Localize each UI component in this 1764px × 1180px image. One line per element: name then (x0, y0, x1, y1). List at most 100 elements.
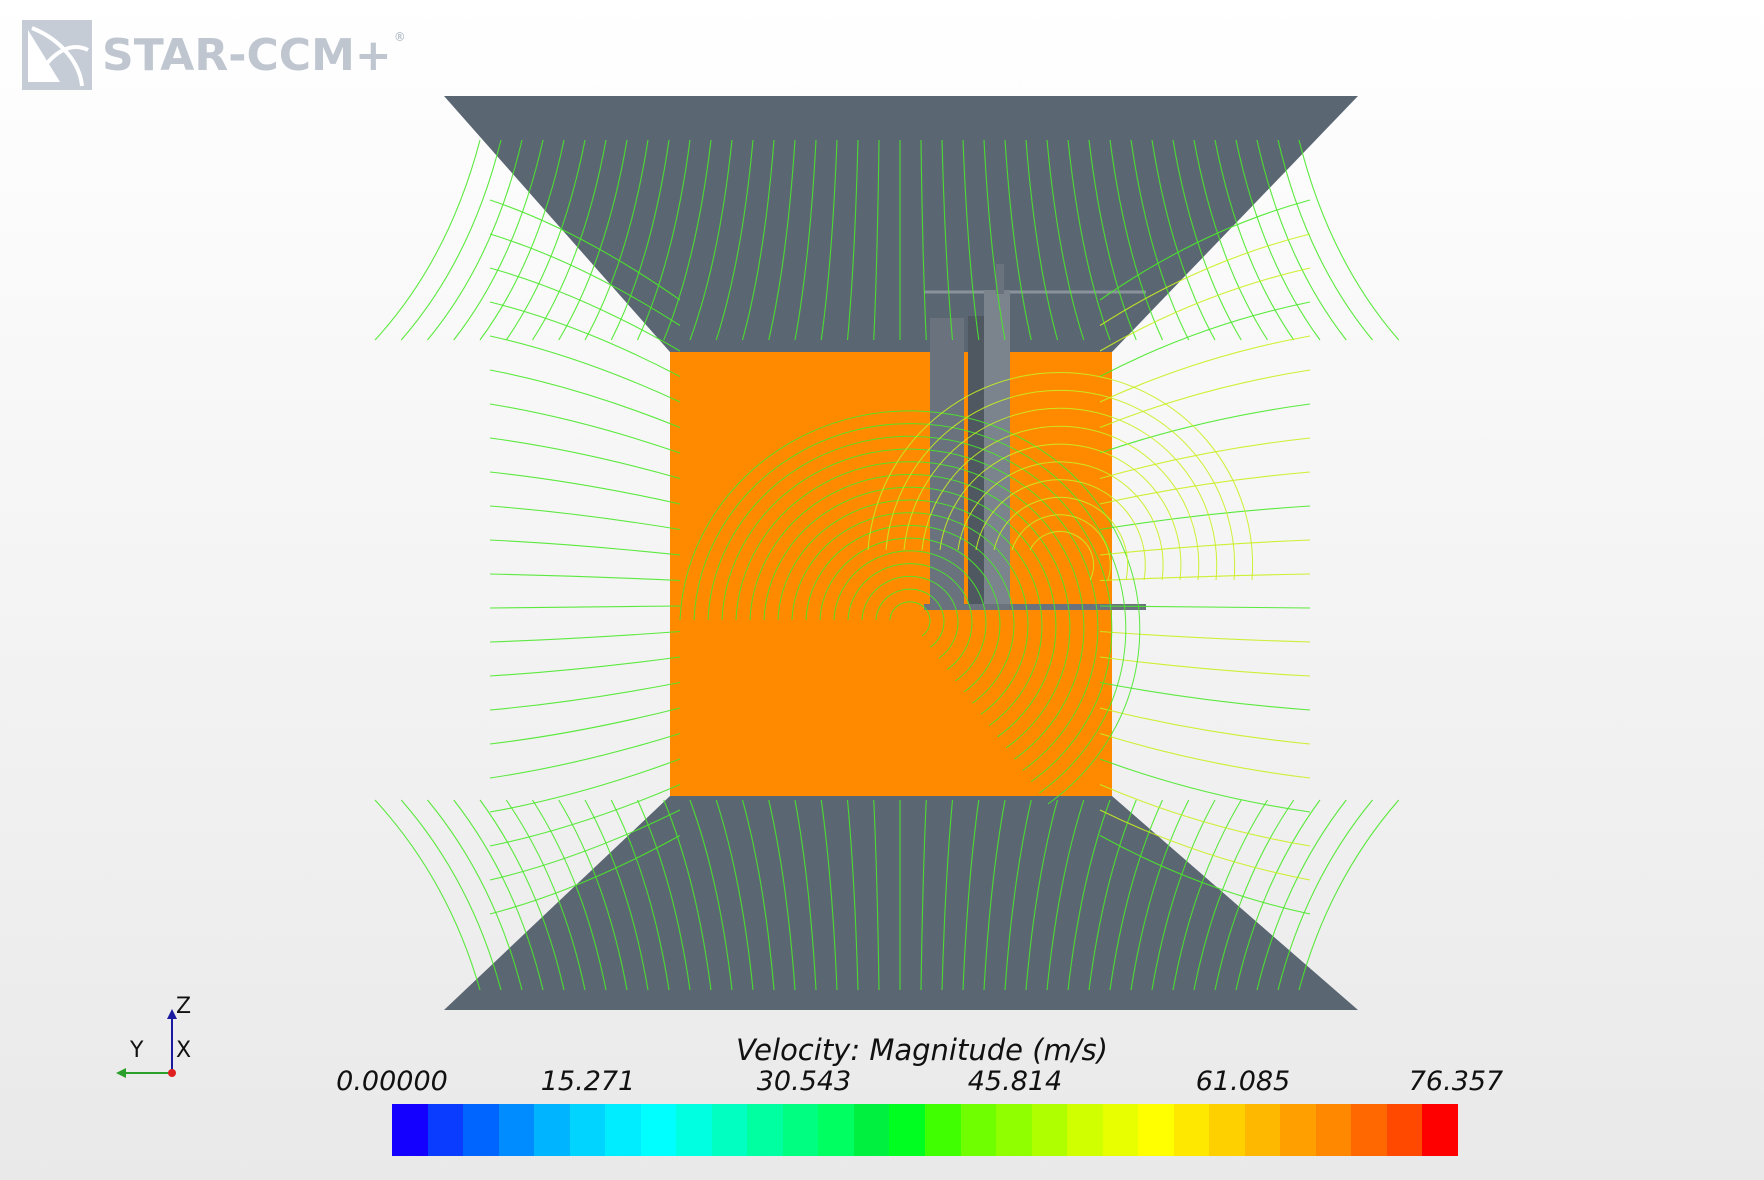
streamline (889, 601, 931, 637)
streamline (1025, 799, 1059, 991)
streamline (1099, 369, 1311, 429)
streamline (689, 139, 733, 341)
streamline (833, 550, 987, 682)
colorbar-swatch (1067, 1104, 1103, 1156)
colorbar-swatch (747, 1104, 783, 1156)
streamline (715, 139, 754, 341)
streamline (489, 783, 681, 847)
colorbar-swatch (782, 1104, 819, 1156)
streamline (1099, 335, 1311, 403)
streamline (489, 605, 681, 609)
streamline (1235, 139, 1321, 341)
streamline (1109, 799, 1163, 991)
colorbar-swatch (463, 1104, 499, 1156)
streamline (962, 139, 980, 341)
streamline (941, 799, 954, 991)
colorbar-swatch (1315, 1104, 1352, 1156)
colorbar-swatch (853, 1104, 890, 1156)
streamline (1099, 301, 1311, 377)
colorbar-tick: 61.085 (1195, 1066, 1291, 1097)
streamline (489, 335, 681, 403)
streamline (768, 139, 796, 341)
colorbar-swatch (818, 1104, 854, 1156)
colorbar-swatch (427, 1104, 464, 1156)
streamline (846, 799, 859, 991)
streamline (1099, 656, 1311, 677)
streamline (975, 479, 1146, 581)
axis-z-label: Z (176, 995, 191, 1019)
streamline (1193, 139, 1268, 341)
streamline (1099, 437, 1311, 480)
streamline (1277, 139, 1373, 341)
colorbar-swatch (924, 1104, 961, 1156)
pillar-base (924, 604, 1146, 610)
streamline (1277, 799, 1373, 991)
streamline (847, 563, 973, 671)
streamline (637, 139, 691, 341)
pillar-group (924, 264, 1146, 610)
streamline (679, 410, 1141, 805)
streamline (479, 799, 565, 991)
streamline (1151, 139, 1216, 341)
streamline (1099, 758, 1311, 813)
axis-y-label: Y (129, 1038, 144, 1063)
colorbar-swatch (605, 1104, 641, 1156)
streamline (489, 437, 681, 480)
streamline (1193, 799, 1268, 991)
streamline (1130, 139, 1190, 341)
streamline (532, 139, 607, 341)
streamline (489, 403, 681, 454)
streamline (427, 799, 523, 991)
streamline (920, 139, 927, 341)
streamline (1099, 403, 1311, 454)
streamline (479, 139, 565, 341)
streamline (663, 799, 712, 991)
colorbar-tick: 30.543 (756, 1066, 852, 1097)
axis-x-label: X (176, 1038, 191, 1063)
streamline (489, 199, 681, 301)
streamline (1099, 199, 1311, 301)
streamline (993, 496, 1129, 581)
colorbar-swatch (996, 1104, 1032, 1156)
streamline (693, 423, 1127, 794)
streamline (489, 809, 681, 881)
streamline (1088, 139, 1137, 341)
streamline (584, 799, 649, 991)
streamline (637, 799, 691, 991)
colorbar-swatch (1386, 1104, 1423, 1156)
streamline (453, 799, 544, 991)
streamline (489, 681, 681, 711)
streamline (1214, 139, 1295, 341)
logo-mark-icon (22, 20, 92, 90)
streamline (1099, 809, 1311, 881)
streamline (1099, 471, 1311, 505)
streamline (1172, 799, 1242, 991)
colorbar-title: Velocity: Magnitude (m/s) (736, 1033, 1108, 1067)
streamline (885, 389, 1236, 581)
streamline (749, 474, 1071, 749)
streamline (489, 471, 681, 505)
streamline (1298, 139, 1400, 341)
streamline (558, 139, 628, 341)
streamline (532, 799, 607, 991)
streamline (400, 139, 502, 341)
streamline (962, 799, 980, 991)
axes-triad: Z Y X (116, 995, 191, 1078)
streamline (1025, 139, 1059, 341)
streamline (820, 139, 838, 341)
streamline (1046, 799, 1085, 991)
streamline (1256, 799, 1347, 991)
streamline (489, 301, 681, 377)
streamline (1099, 233, 1311, 326)
streamline (489, 732, 681, 779)
streamline (489, 707, 681, 745)
streamline (721, 448, 1099, 771)
streamline (1029, 530, 1095, 581)
streamline (1109, 139, 1163, 341)
streamline (1099, 505, 1311, 531)
streamline (957, 461, 1164, 581)
streamline (505, 799, 586, 991)
streamline (1099, 681, 1311, 711)
streamline (1099, 835, 1311, 915)
